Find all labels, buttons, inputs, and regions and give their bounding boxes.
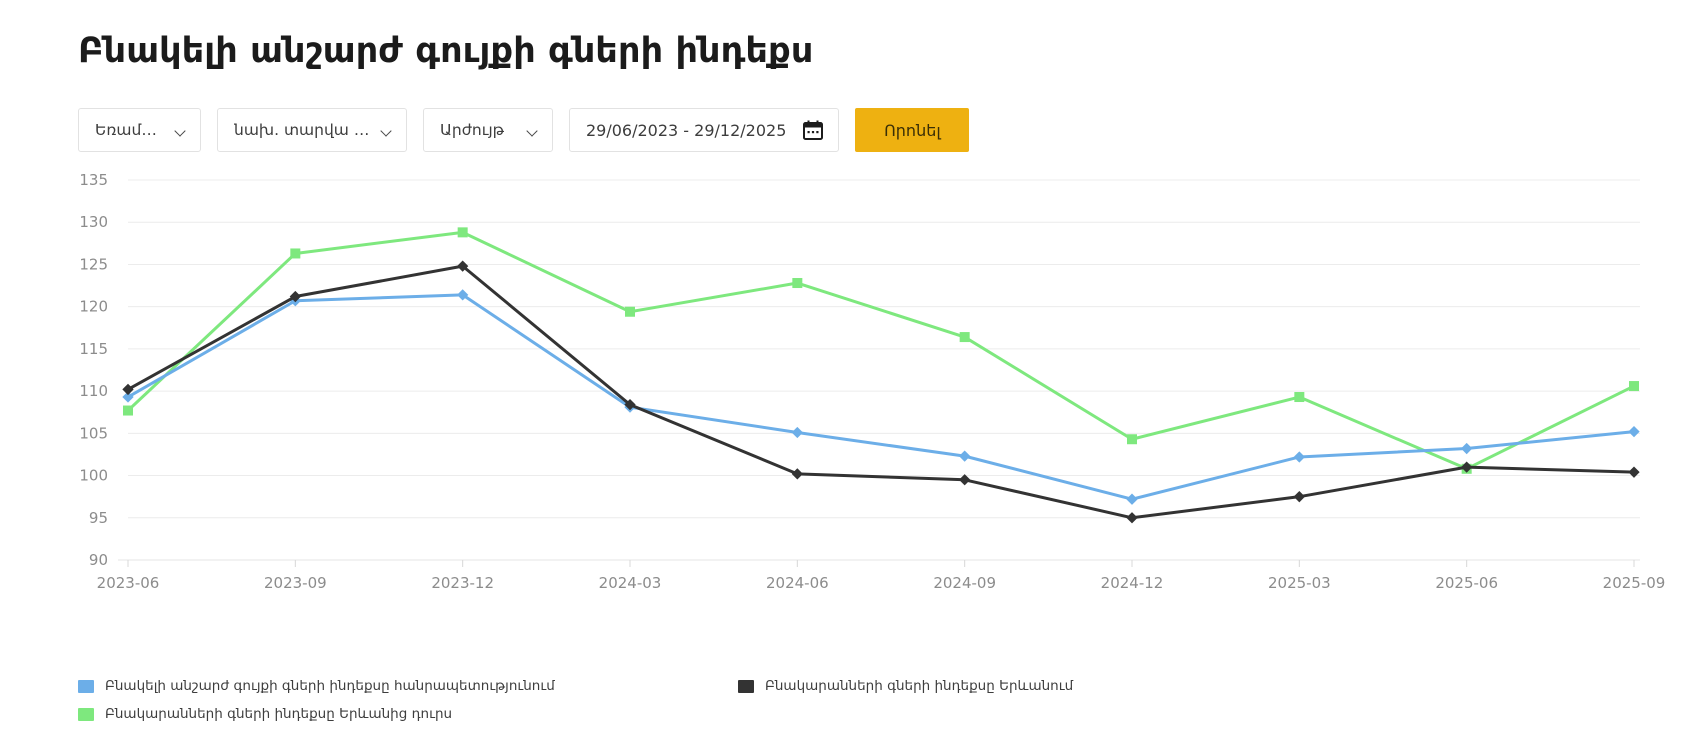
legend-color-swatch: [78, 707, 94, 721]
data-point-marker[interactable]: [1628, 425, 1640, 438]
y-axis-tick: 115: [79, 340, 108, 358]
legend-item[interactable]: Բնակելի անշարժ գույքի գների ինդեքսը հանր…: [78, 672, 738, 700]
chart-line-series: [122, 289, 1640, 505]
x-axis-tick: 2024-06: [766, 574, 829, 592]
legend-color-swatch: [78, 679, 94, 693]
date-range-input[interactable]: 29/06/2023 - 29/12/2025: [569, 108, 840, 152]
data-point-marker[interactable]: [959, 474, 971, 486]
data-point-marker[interactable]: [1629, 381, 1639, 392]
search-button[interactable]: Որոնել: [855, 108, 970, 152]
period-select-value: Եռամսյակ: [95, 121, 166, 139]
data-point-marker[interactable]: [1293, 491, 1305, 503]
data-point-marker[interactable]: [123, 405, 133, 416]
date-range-value: 29/06/2023 - 29/12/2025: [586, 120, 787, 140]
y-axis-tick: 95: [89, 509, 108, 527]
data-point-marker[interactable]: [624, 398, 636, 411]
x-axis-tick: 2025-09: [1603, 574, 1666, 592]
data-point-marker[interactable]: [1628, 466, 1640, 478]
data-point-marker[interactable]: [290, 248, 301, 259]
y-axis-tick: 100: [79, 467, 108, 485]
data-point-marker[interactable]: [959, 450, 971, 462]
chart-legend: Բնակելի անշարժ գույքի գների ինդեքսը հանր…: [78, 672, 1638, 728]
data-point-marker[interactable]: [1294, 392, 1305, 403]
data-point-marker[interactable]: [1293, 451, 1305, 463]
comparison-select[interactable]: նախ. տարվա նո...: [217, 108, 407, 152]
data-point-marker[interactable]: [625, 306, 635, 317]
chevron-down-icon: [382, 127, 393, 134]
page-title: Բնակելի անշարժ գույքի գների ինդեքս: [78, 31, 814, 72]
chart-series: [122, 227, 1640, 524]
price-index-line-chart: 90 95 100 105 110 115 120 125 130 135 2023-06 2023…: [0, 160, 1703, 630]
data-point-marker[interactable]: [792, 278, 803, 289]
data-point-marker[interactable]: [1126, 512, 1138, 524]
chevron-down-icon: [528, 127, 539, 134]
y-axis-labels: 90 95 100 105 110 115 120 125 130 135: [79, 171, 108, 569]
comparison-select-value: նախ. տարվա նո...: [234, 121, 372, 139]
y-axis-tick: 125: [79, 255, 108, 273]
data-point-marker[interactable]: [791, 426, 803, 439]
y-axis-tick: 90: [89, 551, 108, 569]
x-axis-tick: 2024-09: [933, 574, 996, 592]
filters-toolbar: Եռամսյակ նախ. տարվա նո... Արժույթ 29/06/…: [78, 108, 970, 152]
x-axis-labels: 2023-06 2023-09 2023-12 2024-03 2024-06 2024-…: [97, 574, 1666, 592]
x-axis-tick: 2025-03: [1268, 574, 1331, 592]
data-point-marker[interactable]: [1461, 461, 1473, 473]
x-axis-tick: 2024-12: [1101, 574, 1164, 592]
x-axis-tick: 2025-06: [1435, 574, 1498, 592]
legend-item[interactable]: Բնակարանների գների ինդեքսը Երևանում: [738, 672, 1338, 700]
currency-select[interactable]: Արժույթ: [423, 108, 553, 152]
currency-select-value: Արժույթ: [440, 121, 505, 139]
y-axis-tick: 135: [79, 171, 108, 189]
legend-color-swatch: [738, 679, 754, 693]
data-point-marker[interactable]: [289, 290, 301, 303]
legend-item-label: Բնակարանների գների ինդեքսը Երևանից դուրս: [105, 706, 453, 722]
y-axis-tick: 110: [79, 382, 108, 400]
data-point-marker[interactable]: [1127, 434, 1137, 445]
data-point-marker[interactable]: [791, 468, 803, 480]
x-axis-tick: 2023-12: [431, 574, 494, 592]
data-point-marker[interactable]: [457, 289, 469, 301]
chart-gridlines: [128, 179, 1640, 561]
legend-item-label: Բնակարանների գների ինդեքսը Երևանում: [765, 678, 1074, 694]
chevron-down-icon: [176, 127, 187, 134]
period-select[interactable]: Եռամսյակ: [78, 108, 201, 152]
data-point-marker[interactable]: [457, 227, 468, 238]
y-axis-tick: 130: [79, 213, 108, 231]
data-point-marker[interactable]: [122, 383, 134, 396]
x-axis-tick: 2023-09: [264, 574, 327, 592]
data-point-marker[interactable]: [1126, 493, 1138, 505]
x-axis-tick: 2024-03: [599, 574, 662, 592]
x-axis-tick: 2023-06: [97, 574, 160, 592]
data-point-marker[interactable]: [1461, 442, 1473, 455]
y-axis-tick: 120: [79, 298, 108, 316]
y-axis-tick: 105: [79, 424, 108, 442]
legend-item-label: Բնակելի անշարժ գույքի գների ինդեքսը հանր…: [105, 678, 555, 694]
chart-axes: [118, 559, 1640, 567]
data-point-marker[interactable]: [959, 332, 970, 343]
legend-item[interactable]: Բնակարանների գների ինդեքսը Երևանից դուրս: [78, 700, 738, 728]
calendar-icon: [803, 120, 824, 140]
